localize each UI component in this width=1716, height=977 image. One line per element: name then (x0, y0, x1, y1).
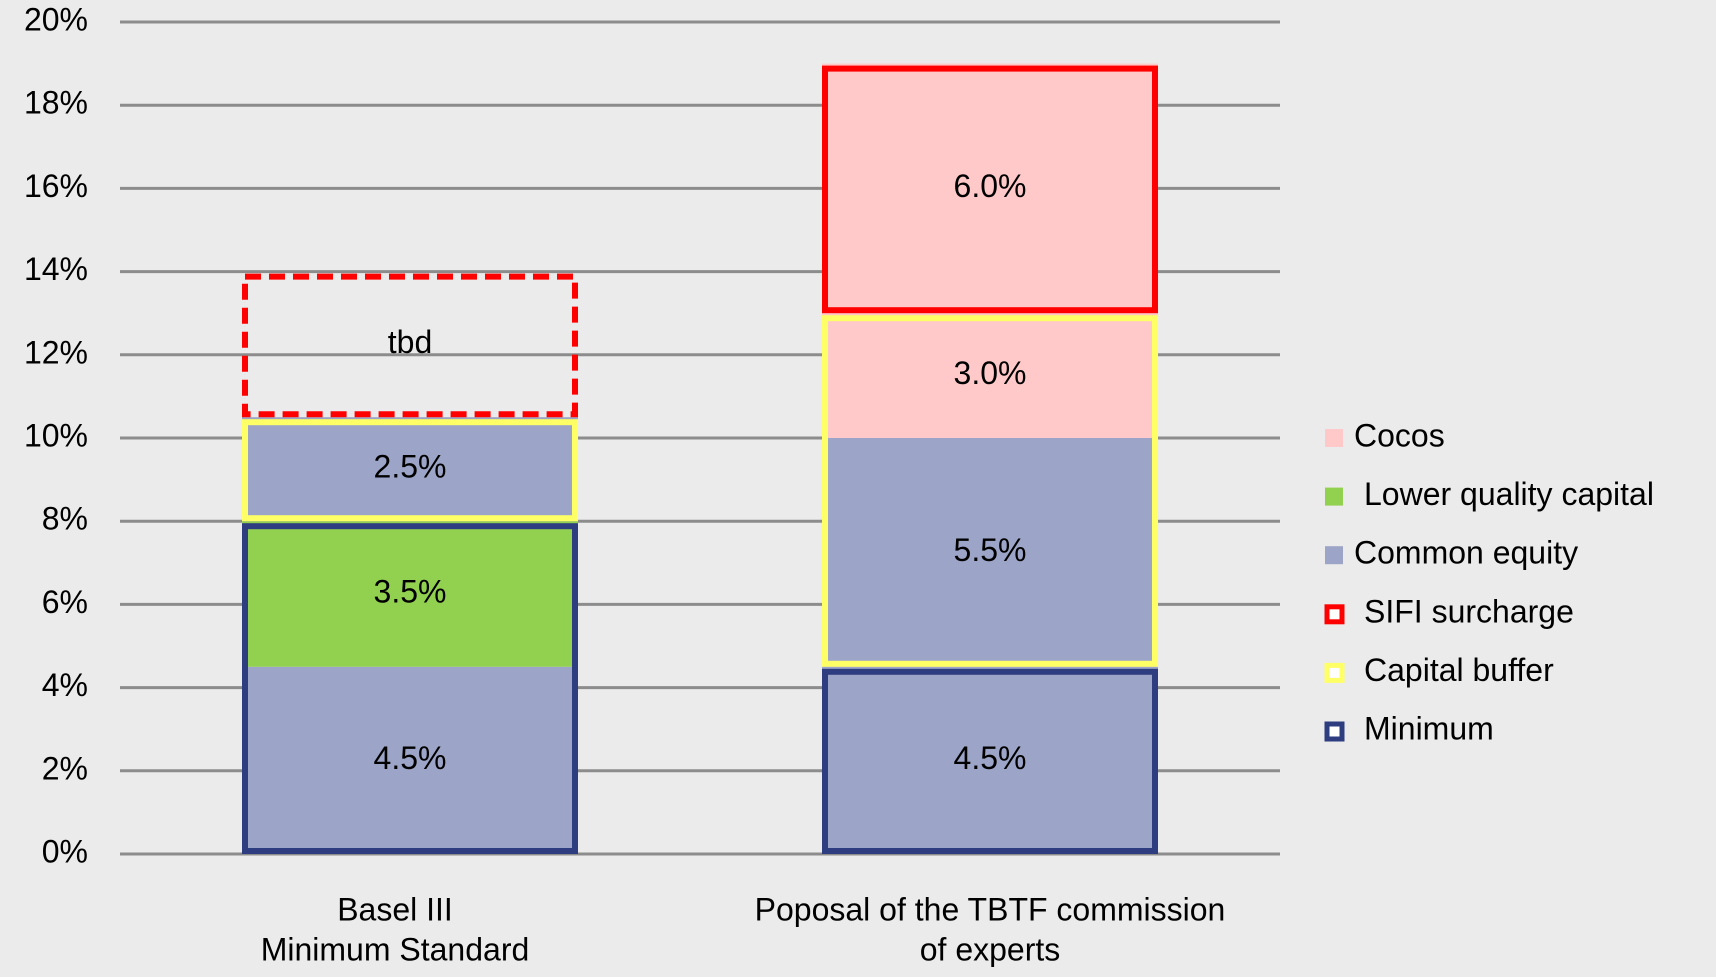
outline-box (242, 273, 578, 418)
data-label: tbd (388, 324, 432, 360)
legend-label: Common equity (1354, 535, 1578, 571)
legend-swatch (1325, 546, 1343, 565)
y-tick-label: 10% (24, 417, 88, 453)
legend-swatch (1324, 604, 1345, 625)
outline-box (822, 668, 1158, 854)
outline-box (242, 523, 578, 854)
data-label: 6.0% (954, 168, 1027, 204)
data-label: 4.5% (374, 740, 447, 776)
data-label: 4.5% (954, 740, 1027, 776)
outline-box (822, 315, 1158, 667)
bar-segment (242, 666, 578, 854)
y-tick-label: 12% (24, 334, 88, 370)
y-tick-label: 14% (24, 251, 88, 287)
legend-swatch (1325, 429, 1343, 447)
legend-swatch (1325, 487, 1343, 506)
x-tick-label: Poposal of the TBTF commission (755, 891, 1226, 927)
legend-swatch (1324, 662, 1345, 683)
legend-label: Cocos (1354, 417, 1445, 453)
data-label: 3.5% (374, 573, 447, 609)
y-tick-label: 20% (24, 1, 88, 37)
y-tick-label: 16% (24, 168, 88, 204)
data-label: 3.0% (954, 355, 1027, 391)
y-tick-label: 18% (24, 85, 88, 121)
bar-segment (242, 521, 578, 667)
x-tick-label: of experts (920, 931, 1061, 967)
data-label: 2.5% (374, 449, 447, 485)
legend-label: SIFI surcharge (1364, 593, 1574, 629)
y-tick-label: 4% (42, 667, 88, 703)
bar-segment (822, 63, 1158, 314)
bar-segment (242, 417, 578, 522)
y-tick-label: 0% (42, 833, 88, 869)
data-label: 5.5% (954, 532, 1027, 568)
bar-segment (822, 313, 1158, 438)
y-tick-label: 8% (42, 501, 88, 537)
legend-swatch (1324, 721, 1345, 742)
x-tick-label: Basel III (337, 891, 453, 927)
outline-box (242, 419, 578, 522)
y-tick-label: 6% (42, 584, 88, 620)
outline-box (822, 65, 1158, 314)
legend-label: Minimum (1364, 710, 1494, 746)
bar-segment (822, 438, 1158, 667)
y-tick-label: 2% (42, 750, 88, 786)
x-tick-label: Minimum Standard (261, 931, 530, 967)
legend-label: Lower quality capital (1364, 476, 1654, 512)
legend-label: Capital buffer (1364, 652, 1554, 688)
bar-segment (822, 666, 1158, 854)
